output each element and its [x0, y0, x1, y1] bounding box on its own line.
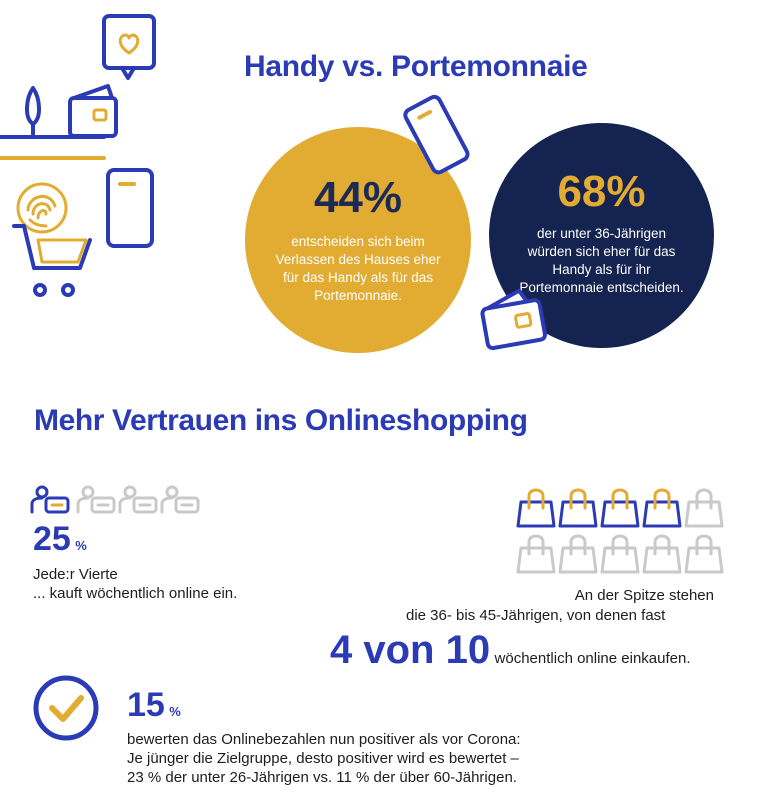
- shopping-bag-icon-grey: [600, 534, 640, 574]
- heart-bubble-icon: [102, 14, 156, 80]
- person-icon-grey-3: [160, 485, 200, 514]
- tilted-wallet-icon: [480, 288, 547, 351]
- section-title-onlineshopping: Mehr Vertrauen ins Onlineshopping: [34, 404, 528, 437]
- stat-age-line1: An der Spitze stehen: [574, 587, 714, 604]
- shopping-bags-pictogram: [516, 488, 724, 574]
- stat-age-line3: wöchentlich online einkaufen.: [494, 650, 691, 667]
- stat-25-unit: %: [75, 538, 87, 553]
- people-pictogram: [30, 485, 200, 514]
- tilted-phone-icon: [403, 94, 470, 175]
- stat-15-value: 15: [127, 686, 165, 724]
- shopping-bag-icon-highlighted: [516, 488, 556, 528]
- wallet-icon: [68, 84, 118, 138]
- shopping-bag-icon-highlighted: [558, 488, 598, 528]
- shopping-bag-icon-grey: [516, 534, 556, 574]
- stat-age-ratio-row: 4 von 10 wöchentlich online einkaufen.: [330, 628, 691, 673]
- stat-age-line2: die 36- bis 45-Jährigen, von denen fast: [406, 607, 666, 624]
- plant-icon: [25, 86, 41, 136]
- stat-25-value: 25: [33, 520, 71, 558]
- person-icon-grey-1: [76, 485, 116, 514]
- shopping-bag-icon-grey: [684, 488, 724, 528]
- stat-25-line2: ... kauft wöchentlich online ein.: [33, 585, 238, 602]
- stat-15-line2: Je jünger die Zielgruppe, desto positive…: [127, 750, 519, 767]
- shopping-bag-icon-highlighted: [642, 488, 682, 528]
- shopping-bag-icon-grey: [558, 534, 598, 574]
- shopping-bag-icon-grey: [684, 534, 724, 574]
- stat-value-68: 68%: [557, 167, 646, 216]
- stat-15-line1: bewerten das Onlinebezahlen nun positive…: [127, 731, 521, 748]
- stat-age-ratio: 4 von 10: [330, 628, 491, 672]
- shopping-bag-icon-grey: [642, 534, 682, 574]
- checkmark-circle-icon: [33, 675, 99, 741]
- shopping-illustration: [0, 14, 156, 297]
- shopping-bag-icon-highlighted: [600, 488, 640, 528]
- stat-value-44: 44%: [313, 173, 403, 222]
- stat-25-line1: Jede:r Vierte: [33, 566, 118, 583]
- stat-15-line3: 23 % der unter 26-Jährigen vs. 11 % der …: [127, 769, 517, 786]
- person-icon-grey-2: [118, 485, 158, 514]
- stat-25-value-row: 25 %: [33, 520, 87, 559]
- section-title-handy-vs-portemonnaie: Handy vs. Portemonnaie: [244, 50, 588, 83]
- stat-15-value-row: 15 %: [127, 686, 181, 725]
- fingerprint-icon: [16, 182, 68, 234]
- stat-text-44: entscheiden sich beim Verlassen des Haus…: [275, 234, 441, 303]
- cart-icon: [12, 224, 92, 297]
- person-icon-highlighted: [30, 485, 70, 514]
- stat-text-68: der unter 36-Jährigen würden sich eher f…: [519, 226, 684, 295]
- phone-icon: [106, 168, 154, 248]
- stat-15-unit: %: [169, 704, 181, 719]
